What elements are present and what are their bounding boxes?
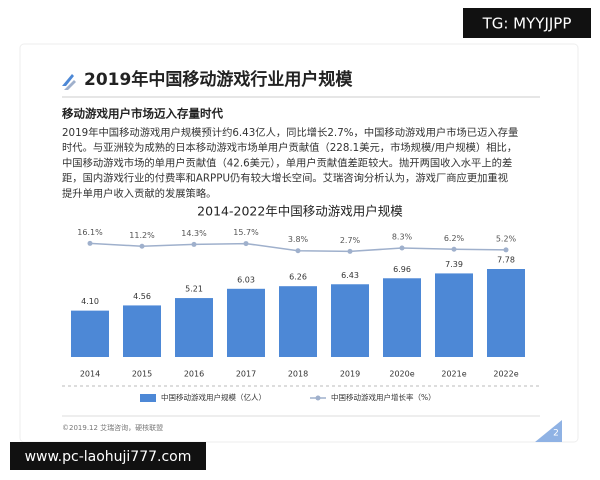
source: ©2019.12 艾瑞咨询，硬核联盟	[62, 423, 163, 432]
title-icon	[64, 80, 76, 90]
title-icon	[62, 74, 74, 86]
watermark: www.pc-laohuji777.com	[25, 449, 192, 465]
x-tick-label: 2019	[340, 370, 360, 379]
paragraph-line: 距，国内游戏行业的付费率和ARPPU仍有较大增长空间。艾瑞咨询分析认为，游戏厂商…	[62, 172, 508, 185]
paragraph-line: 2019年中国移动游戏用户规模预计约6.43亿人，同比增长2.7%，中国移动游戏…	[62, 126, 518, 139]
bar	[123, 305, 161, 357]
bar	[279, 286, 317, 357]
bar	[383, 278, 421, 357]
paragraph-line: 时代。与亚洲较为成熟的日本移动游戏市场单用户贡献值（228.1美元，市场规模/用…	[62, 141, 517, 154]
value-label: 4.10	[81, 297, 99, 306]
bar	[227, 288, 265, 357]
x-tick-label: 2015	[132, 370, 152, 379]
x-tick-label: 2016	[184, 370, 204, 379]
legend-symbol	[140, 394, 156, 402]
value-label: 6.03	[237, 275, 255, 284]
point	[451, 246, 457, 252]
value-label: 7.78	[497, 256, 515, 265]
x-tick-label: 2020e	[389, 370, 414, 379]
x-tick-label: 2021e	[441, 370, 466, 379]
point	[139, 243, 145, 249]
point	[347, 248, 353, 254]
value-label: 6.43	[341, 271, 359, 280]
chart-title: 2014-2022年中国移动游戏用户规模	[197, 204, 403, 219]
page-corner	[535, 420, 562, 442]
watermark-badge	[10, 442, 206, 470]
value-label: 11.2%	[129, 231, 155, 240]
paragraph-line: 提升单用户收入贡献的发展策略。	[62, 187, 216, 200]
value-label: 8.3%	[392, 233, 413, 242]
watermark: TG: MYYJJPP	[482, 15, 572, 33]
value-label: 4.56	[133, 292, 151, 301]
point	[295, 248, 301, 254]
value-label: 5.21	[185, 285, 203, 294]
point	[399, 245, 405, 251]
x-tick-label: 2017	[236, 370, 256, 379]
page-number: 2	[553, 429, 559, 439]
bar	[487, 269, 525, 357]
value-label: 14.3%	[181, 229, 207, 238]
value-label: 6.2%	[444, 234, 465, 243]
slide-title: 2019年中国移动游戏行业用户规模	[84, 69, 353, 90]
legend-label: 中国移动游戏用户增长率（%）	[331, 392, 436, 402]
bar	[175, 298, 213, 357]
x-tick-label: 2022e	[493, 370, 518, 379]
value-label: 7.39	[445, 260, 463, 269]
bar	[331, 284, 369, 357]
x-tick-label: 2014	[80, 370, 100, 379]
point	[87, 240, 93, 246]
watermark-badge	[463, 8, 591, 38]
value-label: 6.96	[393, 265, 411, 274]
legend-symbol	[315, 395, 321, 401]
bar	[71, 310, 109, 357]
point	[191, 241, 197, 247]
value-label: 15.7%	[233, 228, 259, 237]
point	[243, 241, 249, 247]
paragraph-line: 中国移动游戏市场的单用户贡献值（42.6美元），单用户贡献值差距较大。抛开两国收…	[62, 156, 512, 169]
value-label: 5.2%	[496, 234, 517, 243]
value-label: 2.7%	[340, 236, 361, 245]
bar	[435, 273, 473, 357]
value-label: 3.8%	[288, 235, 309, 244]
subtitle: 移动游戏用户市场迈入存量时代	[62, 107, 223, 121]
legend-label: 中国移动游戏用户规模（亿人）	[161, 392, 266, 402]
value-label: 16.1%	[77, 228, 103, 237]
point	[503, 247, 509, 253]
x-tick-label: 2018	[288, 370, 308, 379]
value-label: 6.26	[289, 273, 307, 282]
